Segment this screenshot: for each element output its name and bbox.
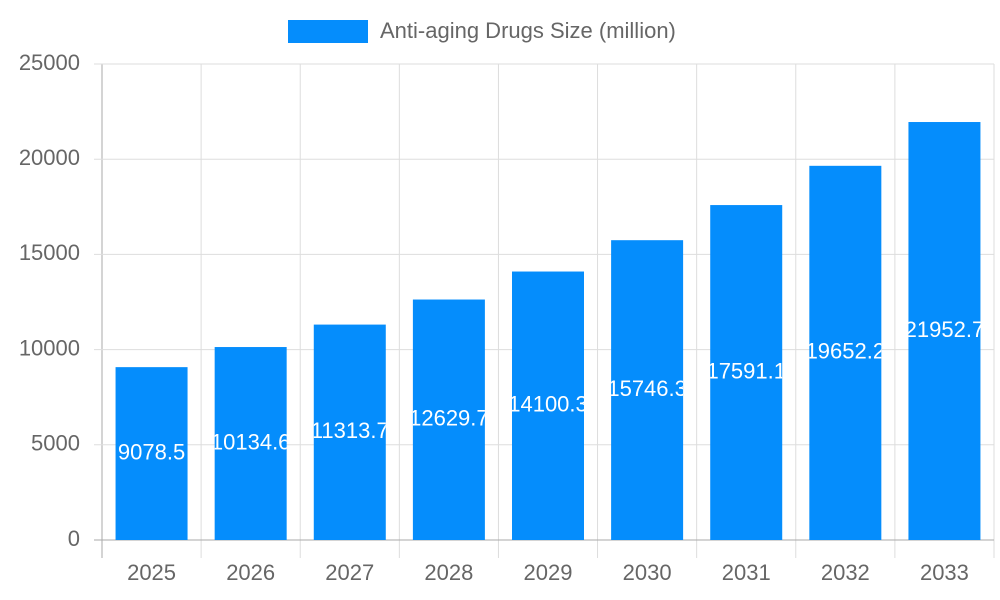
bar [313,324,386,540]
y-tick-label: 0 [68,526,80,551]
data-label: 14100.3 [508,392,588,417]
x-tick-label: 2033 [920,560,969,585]
bar [115,367,188,540]
x-tick-label: 2028 [424,560,473,585]
bar [512,271,584,540]
x-tick-label: 2030 [623,560,672,585]
x-tick-label: 2032 [821,560,870,585]
x-tick-label: 2031 [722,560,771,585]
x-tick-label: 2026 [226,560,275,585]
data-label: 21952.7 [905,317,985,342]
bar [908,122,981,540]
data-label: 12629.7 [409,406,489,431]
data-label: 19652.2 [806,339,886,364]
data-label: 17591.1 [706,358,786,383]
data-label: 11313.7 [311,418,389,443]
legend-swatch [288,20,368,43]
data-label: 15746.3 [607,376,687,401]
bar [214,347,287,540]
x-tick-label: 2025 [127,560,176,585]
data-label: 9078.5 [118,439,185,464]
y-tick-label: 15000 [19,240,80,265]
x-tick-label: 2029 [524,560,573,585]
bar [809,165,882,540]
y-tick-label: 10000 [19,335,80,360]
x-tick-label: 2027 [325,560,374,585]
legend-label: Anti-aging Drugs Size (million) [380,18,676,43]
y-tick-label: 5000 [31,431,80,456]
data-label: 10134.6 [211,429,291,454]
bar [611,240,684,541]
bar [710,205,783,540]
bar [412,299,485,540]
y-tick-label: 25000 [19,50,80,75]
y-tick-label: 20000 [19,145,80,170]
